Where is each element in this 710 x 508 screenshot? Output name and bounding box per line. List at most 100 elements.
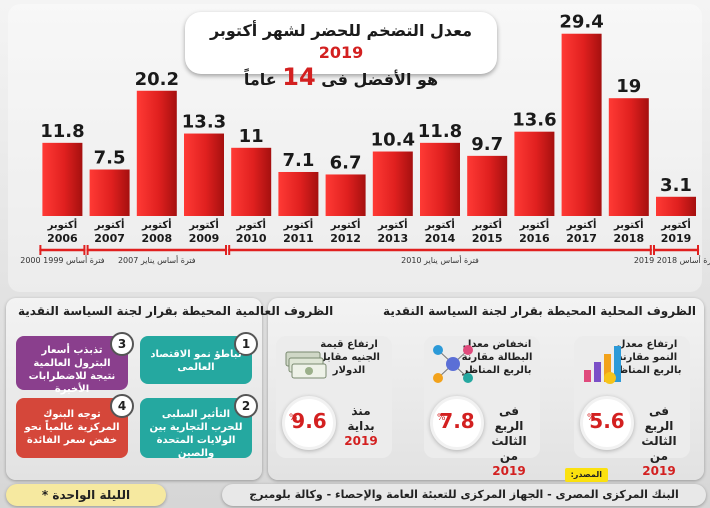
global-card-number: 3: [110, 332, 134, 356]
period-word: فى: [649, 404, 669, 418]
category-prefix: أكتوبر: [471, 218, 502, 231]
period-word: منذ: [351, 404, 371, 418]
category-label: 2007: [94, 232, 125, 245]
base-period-label: فترة أساس 2018 2019: [634, 255, 710, 265]
category-prefix: أكتوبر: [141, 218, 172, 231]
source-tag: المصدر:: [564, 468, 608, 482]
category-prefix: أكتوبر: [424, 218, 455, 231]
title-years-count: 14: [282, 63, 316, 91]
unemployment-value: 7.8: [439, 409, 475, 433]
bar-2013: [372, 151, 413, 216]
period-year: 2019: [344, 434, 378, 448]
category-prefix: أكتوبر: [519, 218, 550, 231]
period-from: من: [499, 449, 519, 463]
bar-value-label: 7.1: [282, 150, 314, 171]
category-label: 2010: [236, 232, 267, 245]
period-from: من: [649, 449, 669, 463]
chart-title: معدل التضخم للحضر لشهر أكتوبر 2019 هو ال…: [185, 12, 497, 90]
category-label: 2016: [519, 232, 550, 245]
growth-value: 5.6: [589, 409, 625, 433]
growth-period: فى الربع الثالث من 2019: [634, 404, 684, 479]
category-label: 2008: [141, 232, 172, 245]
bar-2011: [278, 171, 319, 216]
unemployment-period: فى الربع الثالث من 2019: [484, 404, 534, 479]
period-year: 2019: [642, 464, 676, 478]
global-card-text: توجه البنوك المركزية عالمياً نحو خفض سعر…: [24, 409, 120, 446]
period-quarter: الربع الثالث: [491, 419, 527, 448]
local-card-unemployment: انخفاض معدل البطالة مقارنة بالربع المناظ…: [424, 336, 540, 478]
bar-value-label: 13.3: [182, 112, 226, 133]
category-label: 2018: [613, 232, 644, 245]
category-label: 2015: [472, 232, 503, 245]
bar-2008: [136, 90, 177, 216]
period-start: بداية: [347, 419, 375, 433]
base-period-label: فترة أساس يناير 2007: [118, 255, 196, 265]
category-label: 2009: [189, 232, 220, 245]
category-prefix: أكتوبر: [94, 218, 125, 231]
category-label: 2011: [283, 232, 314, 245]
category-prefix: أكتوبر: [330, 218, 361, 231]
global-card-3: 3 تذبذب أسعار البترول العالمية نتيجة للا…: [16, 332, 134, 395]
local-card-text: ارتفاع معدل النمو مقارنة بالربع المناظر: [612, 339, 682, 376]
category-prefix: أكتوبر: [377, 218, 408, 231]
currency-value-badge: % 9.6: [282, 396, 336, 450]
unemployment-value-badge: % 7.8: [430, 396, 484, 450]
category-prefix: أكتوبر: [613, 218, 644, 231]
global-card-2: 2 التأثير السلبى للحرب التجارية بين الول…: [140, 394, 258, 459]
category-label: 2013: [377, 232, 408, 245]
title-line2-prefix: هو الأفضل فى: [321, 70, 439, 89]
bar-value-label: 9.7: [471, 134, 503, 155]
global-card-text: تذبذب أسعار البترول العالمية نتيجة للاضط…: [28, 345, 116, 395]
global-card-text: تباطؤ نمو الاقتصاد العالمى: [150, 349, 242, 373]
workers-network-icon: [433, 345, 473, 383]
star-icon: *: [41, 488, 49, 502]
sources-bar: البنك المركزى المصرى - الجهاز المركزى لل…: [222, 484, 706, 506]
bar-value-label: 11.8: [418, 121, 462, 142]
growth-value-badge: % 5.6: [580, 396, 634, 450]
category-prefix: أكتوبر: [235, 218, 266, 231]
category-label: 2012: [330, 232, 361, 245]
inflation-bar-chart: 11.8أكتوبر20067.5أكتوبر200720.2أكتوبر200…: [8, 4, 710, 292]
brand-name: الليلة الواحدة: [52, 488, 131, 502]
category-prefix: أكتوبر: [283, 218, 314, 231]
bar-value-label: 11.8: [40, 121, 84, 142]
bar-2010: [231, 147, 272, 216]
bar-2019: [656, 196, 696, 216]
global-card-4: 4 توجه البنوك المركزية عالمياً نحو خفض س…: [16, 394, 134, 458]
currency-period: منذ بداية 2019: [336, 404, 386, 449]
bar-2014: [420, 142, 460, 216]
category-prefix: أكتوبر: [566, 218, 597, 231]
local-conditions-heading: الظروف المحلية المحيطة بقرار لجنة السياس…: [383, 304, 696, 318]
base-period-label: فترة أساس يناير 2010: [401, 255, 479, 265]
global-card-number: 4: [110, 394, 134, 418]
percent-sign: %: [587, 413, 596, 423]
bar-value-label: 11: [239, 126, 264, 147]
bar-value-label: 6.7: [330, 152, 362, 173]
percent-sign: %: [289, 413, 298, 423]
bar-2009: [184, 133, 224, 216]
percent-sign: %: [437, 413, 446, 423]
local-card-text: انخفاض معدل البطالة مقارنة بالربع المناظ…: [461, 339, 533, 376]
local-card-growth: ارتفاع معدل النمو مقارنة بالربع المناظر …: [574, 336, 690, 478]
category-label: 2017: [566, 232, 597, 245]
local-card-text: ارتفاع قيمة الجنيه مقابل الدولار: [318, 339, 380, 376]
currency-value: 9.6: [291, 409, 327, 433]
global-card-1: 1 تباطؤ نمو الاقتصاد العالمى: [140, 332, 258, 384]
period-year: 2019: [492, 464, 526, 478]
brand-bar: الليلة الواحدة *: [6, 484, 166, 506]
category-label: 2019: [661, 232, 692, 245]
global-card-text: التأثير السلبى للحرب التجارية بين الولاي…: [149, 409, 243, 459]
money-stack-icon: [285, 351, 327, 379]
bar-value-label: 29.4: [559, 12, 603, 33]
chart-frame: [8, 4, 702, 292]
category-label: 2006: [47, 232, 78, 245]
bar-2007: [89, 169, 130, 216]
bar-value-label: 10.4: [371, 130, 415, 151]
bar-2016: [514, 131, 555, 216]
title-line1: معدل التضخم للحضر لشهر أكتوبر: [209, 21, 473, 40]
period-word: فى: [499, 404, 519, 418]
bar-2012: [325, 174, 366, 216]
bar-2017: [561, 33, 602, 216]
category-label: 2014: [425, 232, 456, 245]
bar-value-label: 7.5: [94, 148, 126, 169]
